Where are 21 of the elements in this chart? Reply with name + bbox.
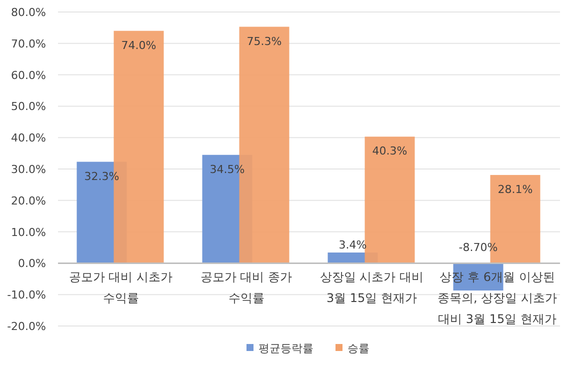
data-label: 75.3%: [246, 34, 282, 48]
y-tick-label: 80.0%: [11, 6, 46, 19]
x-tick-label: 공모가 대비 종가 수익률: [200, 270, 292, 306]
legend-label: 승률: [348, 342, 370, 355]
y-tick-label: 70.0%: [11, 37, 46, 50]
y-tick-label: 60.0%: [11, 68, 46, 82]
y-tick-label: -20.0%: [7, 320, 46, 333]
y-tick-label: -10.0%: [7, 288, 46, 302]
y-tick-label: 50.0%: [11, 100, 46, 114]
bar: [364, 136, 415, 264]
legend-label: 평균등락률: [258, 342, 314, 355]
x-tick-label: 상장일 시초가 대비 3월 15일 현재가: [320, 270, 424, 306]
data-label: 28.1%: [498, 182, 533, 196]
y-tick-label: 20.0%: [11, 194, 46, 208]
y-tick-label: 30.0%: [11, 163, 46, 176]
y-tick-label: 10.0%: [11, 226, 46, 239]
y-tick-label: 40.0%: [11, 132, 46, 145]
y-tick-label: 0.0%: [18, 257, 46, 270]
data-label: 40.3%: [372, 144, 408, 158]
data-label: 74.0%: [121, 38, 156, 52]
x-tick-label: 공모가 대비 시초가 수익률: [68, 270, 173, 306]
